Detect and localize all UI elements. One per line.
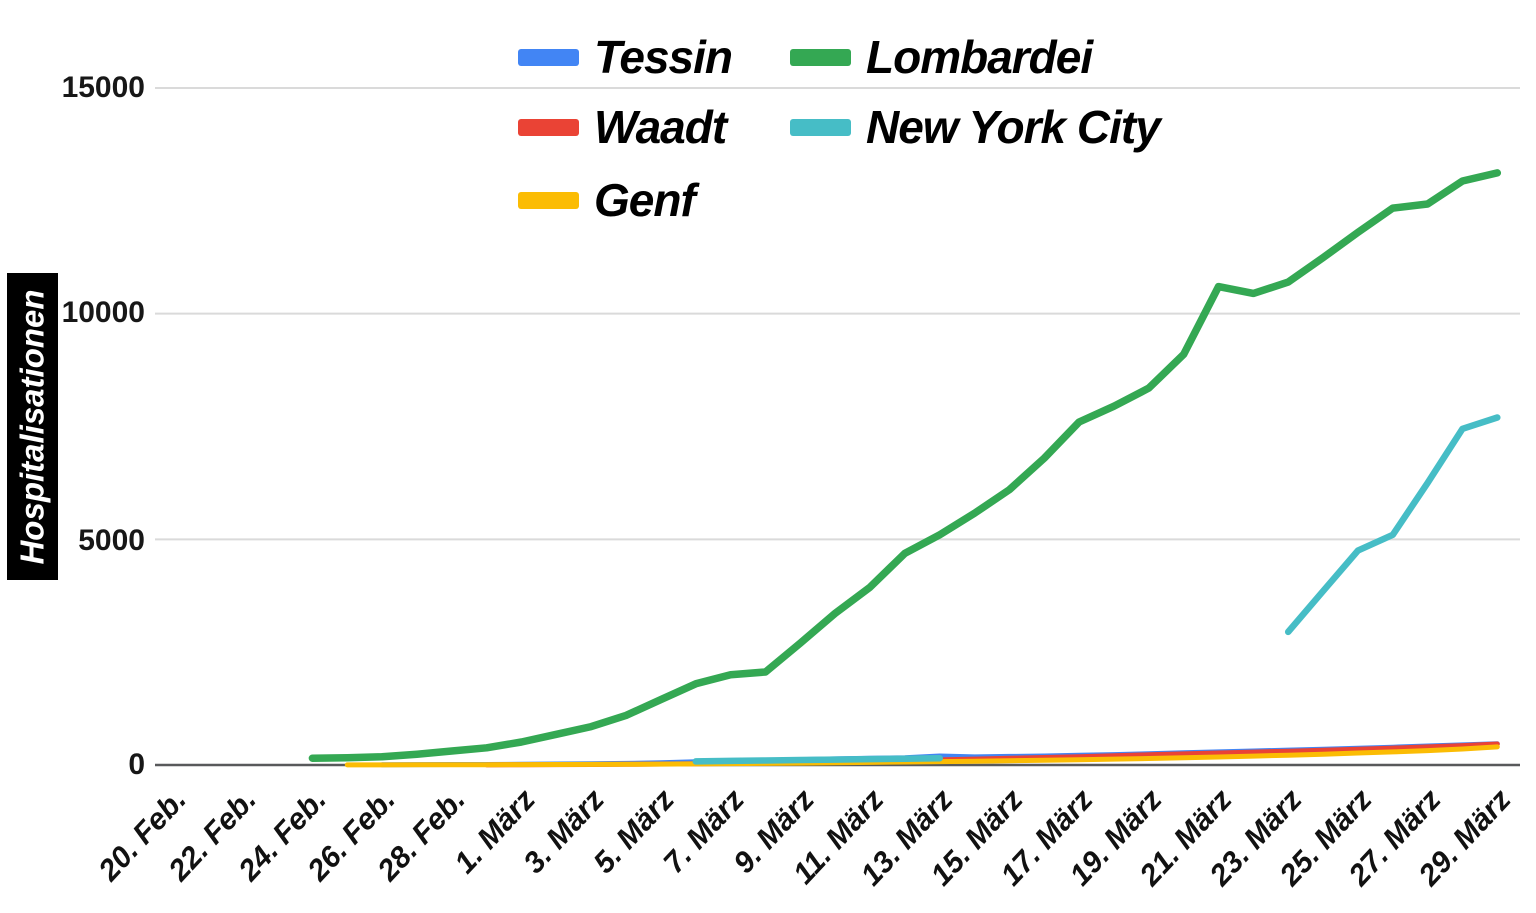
legend-label: New York City bbox=[866, 101, 1161, 153]
legend-item-tessin: Tessin bbox=[518, 31, 733, 83]
legend-label: Lombardei bbox=[866, 31, 1093, 83]
legend-item-genf: Genf bbox=[518, 174, 696, 226]
legend-swatch-new-york-city-icon bbox=[790, 118, 851, 136]
legend-label: Waadt bbox=[594, 101, 727, 153]
legend-swatch-tessin-icon bbox=[518, 48, 579, 66]
legend-label: Tessin bbox=[594, 31, 733, 83]
y-tick-label: 5000 bbox=[78, 524, 145, 557]
series-line-genf bbox=[344, 744, 1500, 768]
y-axis-title: Hospitalisationen bbox=[13, 288, 51, 565]
series-line-new-york-city bbox=[692, 414, 1501, 765]
y-tick-label: 15000 bbox=[61, 71, 145, 104]
legend-swatch-waadt-icon bbox=[518, 118, 579, 136]
legend-label: Genf bbox=[594, 174, 696, 226]
legend-swatch-genf-icon bbox=[518, 191, 579, 209]
y-tick-label: 0 bbox=[128, 748, 145, 781]
y-axis-title-box: Hospitalisationen bbox=[7, 273, 58, 580]
y-tick-label: 10000 bbox=[61, 296, 145, 329]
legend-item-waadt: Waadt bbox=[518, 101, 727, 153]
legend-swatch-lombardei-icon bbox=[790, 48, 851, 66]
series-line-lombardei bbox=[308, 169, 1502, 762]
legend-item-new-york-city: New York City bbox=[790, 101, 1161, 153]
legend-item-lombardei: Lombardei bbox=[790, 31, 1093, 83]
